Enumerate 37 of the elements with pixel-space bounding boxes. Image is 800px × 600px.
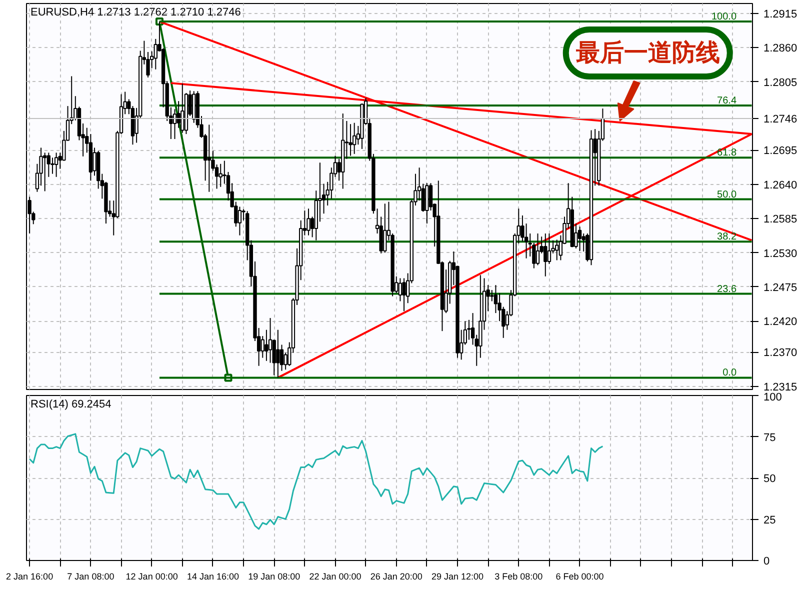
- y-tick-label: 0: [764, 556, 770, 568]
- x-tick-label: 14 Jan 16:00: [186, 572, 239, 582]
- y-tick-label: 1.2695: [764, 145, 798, 158]
- chart-title: RSI(14) 69.2454: [30, 398, 112, 410]
- x-tick-label: 6 Feb 00:00: [556, 572, 604, 582]
- annotation: 76.4: [717, 95, 737, 106]
- y-tick-label: 1.2420: [764, 316, 798, 328]
- chart-title: EURUSD,H4 1.2713 1.2762 1.2710 1.2746: [30, 6, 241, 18]
- x-tick-label: 3 Feb 08:00: [494, 572, 543, 582]
- x-tick-label: 26 Jan 20:00: [370, 572, 422, 582]
- y-tick-label: 1.2746: [764, 113, 798, 126]
- annotation: 最后一道防线: [574, 39, 720, 66]
- y-tick-label: 1.2370: [764, 347, 798, 360]
- x-tick-label: 2 Jan 16:00: [6, 572, 54, 582]
- y-tick-label: 75: [764, 432, 776, 444]
- x-tick-label: 29 Jan 12:00: [431, 572, 484, 582]
- y-tick-label: 1.2860: [764, 42, 798, 55]
- y-tick-label: 1.2315: [764, 381, 798, 394]
- annotation: 100.0: [711, 12, 737, 23]
- x-tick-label: 7 Jan 08:00: [67, 572, 114, 582]
- annotation: 50.0: [717, 189, 737, 200]
- y-tick-label: 25: [764, 514, 776, 526]
- x-tick-label: 19 Jan 08:00: [248, 572, 300, 582]
- y-tick-label: 1.2475: [764, 282, 798, 294]
- annotation: 23.6: [717, 284, 737, 295]
- y-tick-label: 1.2805: [764, 76, 798, 89]
- y-tick-label: 1.2915: [764, 8, 798, 20]
- annotation: 61.8: [717, 148, 737, 159]
- y-tick-label: 1.2640: [764, 179, 798, 192]
- y-tick-label: 1.2585: [764, 214, 798, 226]
- x-tick-label: 12 Jan 00:00: [126, 572, 178, 582]
- y-tick-label: 1.2530: [764, 248, 798, 260]
- x-tick-label: 22 Jan 00:00: [309, 572, 362, 582]
- annotation: 38.2: [717, 232, 737, 243]
- annotation: 0.0: [722, 368, 737, 379]
- y-tick-label: 100: [764, 392, 782, 404]
- y-tick-label: 50: [764, 473, 776, 485]
